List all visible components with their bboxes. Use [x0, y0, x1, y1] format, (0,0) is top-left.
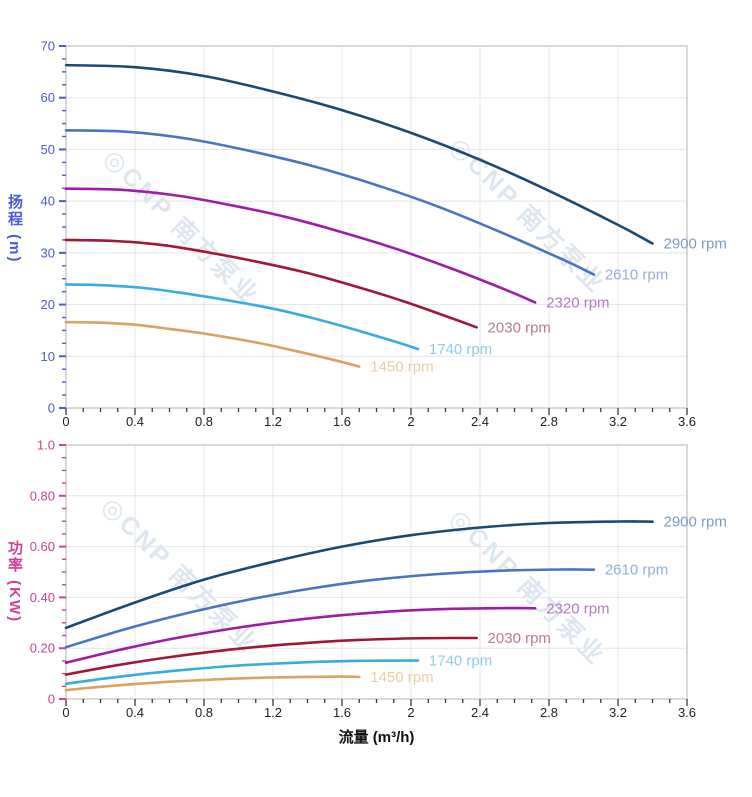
head-curve-2320-rpm — [64, 187, 537, 304]
svg-text:10: 10 — [41, 349, 55, 364]
svg-text:0.80: 0.80 — [30, 488, 55, 503]
head-curve-label-2900-rpm: 2900 rpm — [664, 236, 727, 253]
svg-text:1.2: 1.2 — [264, 414, 282, 429]
head-axis-title: 扬程 (m) — [6, 194, 23, 264]
svg-text:0.8: 0.8 — [195, 705, 213, 720]
head-curve-2610-rpm — [64, 128, 596, 276]
svg-text:3.6: 3.6 — [678, 414, 696, 429]
svg-text:2.4: 2.4 — [471, 705, 489, 720]
svg-text:2: 2 — [407, 705, 414, 720]
svg-text:30: 30 — [41, 245, 55, 260]
power-curve-label-1450-rpm: 1450 rpm — [370, 669, 433, 686]
svg-text:0: 0 — [62, 705, 69, 720]
svg-text:1.6: 1.6 — [333, 414, 351, 429]
power-curve-label-1740-rpm: 1740 rpm — [429, 653, 492, 670]
svg-text:2.4: 2.4 — [471, 414, 489, 429]
head-curve-2030-rpm — [64, 238, 478, 329]
head-curve-label-2030-rpm: 2030 rpm — [488, 319, 551, 336]
power-x-tick-labels: 0 0.4 0.8 1.2 1.6 2 2.4 2.8 3.2 3.6 — [62, 705, 696, 720]
head-y-ticks — [59, 45, 66, 409]
power-curve-label-2610-rpm: 2610 rpm — [605, 562, 668, 579]
svg-text:1.2: 1.2 — [264, 705, 282, 720]
power-curve-label-2320-rpm: 2320 rpm — [546, 600, 609, 617]
head-curve-label-1740-rpm: 1740 rpm — [429, 341, 492, 358]
svg-text:0.4: 0.4 — [126, 705, 144, 720]
svg-text:1.0: 1.0 — [37, 438, 55, 453]
power-curve-label-2030-rpm: 2030 rpm — [488, 630, 551, 647]
svg-text:2: 2 — [407, 414, 414, 429]
svg-text:0.20: 0.20 — [30, 641, 55, 656]
svg-text:70: 70 — [41, 39, 55, 54]
power-y-ticks — [59, 444, 66, 700]
head-x-tick-labels: 0 0.4 0.8 1.2 1.6 2 2.4 2.8 3.2 3.6 — [62, 414, 696, 429]
svg-text:0.60: 0.60 — [30, 539, 55, 554]
power-x-ticks — [65, 699, 688, 706]
svg-text:0: 0 — [62, 414, 69, 429]
head-curve-1740-rpm — [64, 283, 420, 351]
head-curve-2900-rpm — [64, 63, 654, 245]
power-y-tick-labels: 0 0.20 0.40 0.60 0.80 1.0 — [30, 438, 55, 707]
flow-axis-title: 流量 (m³/h) — [338, 729, 415, 746]
svg-text:0: 0 — [48, 692, 55, 707]
power-chart: 0 0.4 0.8 1.2 1.6 2 2.4 2.8 3.2 3.600.200.400.600… — [30, 438, 727, 721]
svg-text:20: 20 — [41, 297, 55, 312]
power-curve-1450-rpm — [64, 675, 361, 692]
head-gridlines — [66, 46, 688, 408]
power-curve-2320-rpm — [64, 606, 537, 664]
svg-text:0: 0 — [48, 401, 55, 416]
power-curve-1740-rpm — [64, 659, 420, 686]
head-chart: 0 0.4 0.8 1.2 1.6 2 2.4 2.8 3.2 3.6 0 10 20 30 40 50 60 7… — [41, 39, 727, 430]
svg-text:0.4: 0.4 — [126, 414, 144, 429]
svg-text:50: 50 — [41, 142, 55, 157]
head-curve-1450-rpm — [64, 320, 361, 368]
head-curve-label-2320-rpm: 2320 rpm — [546, 295, 609, 312]
svg-text:3.2: 3.2 — [609, 705, 627, 720]
head-curve-label-1450-rpm: 1450 rpm — [370, 359, 433, 376]
head-curve-label-2610-rpm: 2610 rpm — [605, 267, 668, 284]
power-gridlines — [66, 445, 688, 699]
power-curve-label-2900-rpm: 2900 rpm — [664, 514, 727, 531]
power-curve-2030-rpm — [64, 636, 478, 676]
svg-text:0.8: 0.8 — [195, 414, 213, 429]
svg-text:2.8: 2.8 — [540, 705, 558, 720]
power-curve-2610-rpm — [64, 568, 596, 649]
svg-text:60: 60 — [41, 90, 55, 105]
svg-text:0.40: 0.40 — [30, 590, 55, 605]
svg-text:1.6: 1.6 — [333, 705, 351, 720]
power-axis-title: 功率 (KW) — [6, 540, 23, 624]
head-y-tick-labels: 0 10 20 30 40 50 60 70 — [41, 39, 55, 416]
head-plot-border — [65, 45, 688, 409]
svg-text:40: 40 — [41, 194, 55, 209]
svg-text:2.8: 2.8 — [540, 414, 558, 429]
svg-text:3.6: 3.6 — [678, 705, 696, 720]
power-curve-2900-rpm — [64, 520, 654, 630]
head-x-ticks — [65, 408, 688, 415]
svg-text:3.2: 3.2 — [609, 414, 627, 429]
